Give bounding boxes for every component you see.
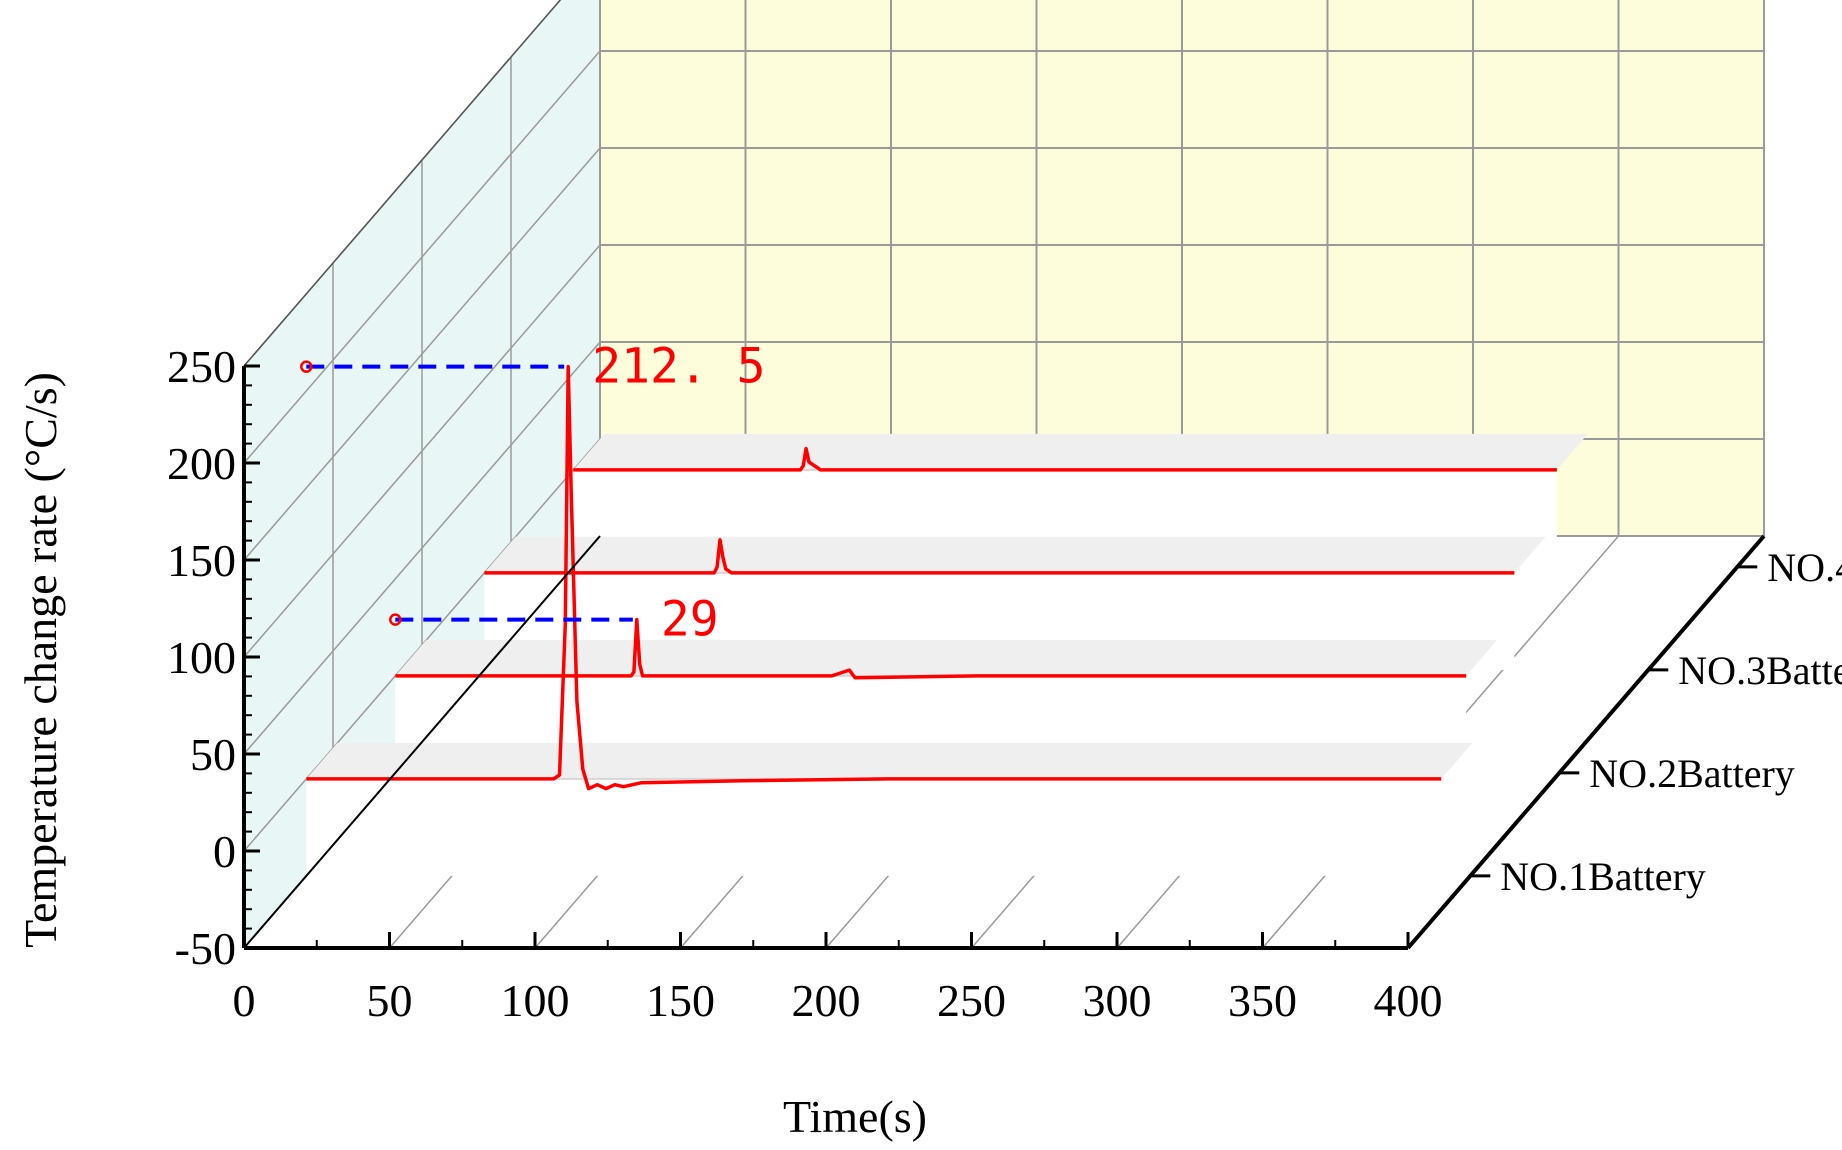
y-tick-label: 200 [167,438,236,489]
x-tick-label: 100 [501,975,570,1026]
x-tick-label: 50 [367,975,413,1026]
series-label: NO.3Battery [1678,648,1842,693]
series-label: NO.4Battery [1767,545,1842,590]
y-tick-label: 250 [167,341,236,392]
annotation-dot [300,360,313,373]
y-tick-label: 50 [190,729,236,780]
x-axis-title: Time(s) [783,1091,927,1142]
series-label: NO.1Battery [1500,854,1706,899]
x-tick-label: 350 [1228,975,1297,1026]
series-line [484,538,1515,575]
series-shelf-top [395,639,1498,676]
x-tick-label: 250 [937,975,1006,1026]
x-tick-label: 300 [1083,975,1152,1026]
x-tick-label: 150 [646,975,715,1026]
x-tick-label: 200 [792,975,861,1026]
series-line [573,446,1557,472]
y-tick-label: 150 [167,535,236,586]
series-shelf [306,778,1442,876]
series-shelf-top [306,742,1473,779]
floor-left-edge [243,535,601,949]
annotation-dot [389,613,402,626]
left-wall-top [243,0,562,367]
annotation-label: 212. 5 [592,339,765,395]
x-tick-label: 0 [233,975,256,1026]
chart-series: 212. 5 29 [300,339,1588,876]
y-tick-label: 0 [213,826,236,877]
series-line [306,364,1442,791]
annotation-label: 29 [661,592,719,648]
y-tick-label: 100 [167,632,236,683]
series-shelf-top [573,433,1588,470]
chart-labels: Time(s) Temperature change rate (°C/s) [15,372,927,1142]
depth-axis-line [1406,534,1766,950]
series-line [395,617,1467,680]
series-shelf-top [484,536,1546,573]
x-tick-label: 400 [1374,975,1443,1026]
y-tick-label: -50 [175,923,236,974]
series-label: NO.2Battery [1589,751,1795,796]
y-axis-title: Temperature change rate (°C/s) [15,372,66,948]
